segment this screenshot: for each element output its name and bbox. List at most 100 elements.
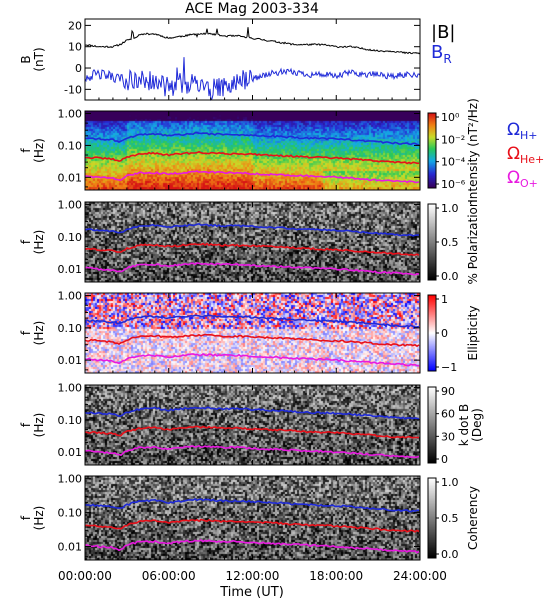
y-tick-label: 0.01 xyxy=(58,541,83,554)
gyrofrequency-line-Hplus xyxy=(84,406,420,420)
y-tick-label: -10 xyxy=(64,83,82,96)
y-axis-label-top: f xyxy=(19,515,33,520)
y-tick-label: 0.10 xyxy=(58,322,83,335)
x-tick-label: 24:00:00 xyxy=(393,569,447,583)
spectrogram-image xyxy=(85,202,420,282)
y-tick-label: 0.01 xyxy=(58,263,83,276)
gyrofrequency-legend-Hplus: ΩH+ xyxy=(507,120,538,142)
gyrofrequency-line-Hplus xyxy=(84,498,419,513)
x-tick-label: 18:00:00 xyxy=(309,569,363,583)
legend-subscript: O+ xyxy=(520,177,538,190)
colorbar-tick-label: 0.5 xyxy=(441,512,459,525)
gyrofrequency-line-Oplus xyxy=(84,538,420,554)
colorbar-tick-label: 60 xyxy=(441,408,455,421)
colorbar-tick-label: 0 xyxy=(441,327,448,340)
colorbar-label: Ellipticity xyxy=(466,306,480,361)
colorbar-label: Coherency xyxy=(466,486,480,550)
colorbar-tick-label: 0 xyxy=(441,453,448,466)
y-tick-label: 1.00 xyxy=(58,199,83,212)
y-tick-label: 0.10 xyxy=(58,507,83,520)
legend-symbol: Ω xyxy=(507,144,520,164)
spectrogram-image xyxy=(85,385,420,465)
legend-B-R: BR xyxy=(431,42,452,66)
colorbar-tick-label: 10⁻⁶ xyxy=(441,178,466,191)
y-tick-label: 0.01 xyxy=(58,446,83,459)
colorbar-tick-label: 1.0 xyxy=(441,476,459,489)
y-tick-label: 1.00 xyxy=(58,473,83,486)
y-axis-label-top: f xyxy=(19,239,33,244)
x-tick-label: 12:00:00 xyxy=(226,569,280,583)
colorbar-frame xyxy=(427,112,437,189)
gyrofrequency-line-Heplus xyxy=(84,518,420,533)
legend-B-magnitude: |B| xyxy=(431,22,455,43)
colorbar xyxy=(428,295,436,371)
chart-title: ACE Mag 2003-334 xyxy=(185,1,319,17)
y-axis-label-bottom: (Hz) xyxy=(32,413,46,438)
colorbar-label: k dot B xyxy=(457,404,471,446)
y-axis-label-bottom: (Hz) xyxy=(32,321,46,346)
y-tick-label: 1.00 xyxy=(58,290,83,303)
panel-kdotb: 1.00 0.10 0.01 f (Hz) 90 60 30 0 k dot B (Deg) xyxy=(19,382,484,466)
y-tick-label: 0.01 xyxy=(58,171,83,184)
x-axis-label: Time (UT) xyxy=(219,585,284,600)
colorbar-tick-label: −1 xyxy=(441,361,457,374)
legend-subscript: He+ xyxy=(520,153,544,166)
y-tick-label: 0.01 xyxy=(58,354,83,367)
gyrofrequency-line-Heplus xyxy=(84,425,419,439)
y-axis-label-bottom: (Hz) xyxy=(32,230,46,255)
y-axis-label-bottom: (Hz) xyxy=(32,506,46,531)
x-tick-label: 00:00:00 xyxy=(58,569,112,583)
y-tick-label: 1.00 xyxy=(58,108,83,121)
y-axis-label-top: B xyxy=(19,55,33,63)
y-tick-label: 0.10 xyxy=(58,231,83,244)
colorbar-label: (Deg) xyxy=(470,408,484,442)
legend-symbol: Ω xyxy=(507,120,520,140)
panel-ellipticity: 1.00 0.10 0.01 f (Hz) 1 0 −1 Ellipticity xyxy=(19,290,480,374)
colorbar-tick-label: 0.0 xyxy=(441,270,459,283)
y-axis-label-bottom: (nT) xyxy=(32,47,46,71)
colorbar-label: Intensity (nT²/Hz) xyxy=(466,98,480,203)
colorbar xyxy=(428,478,436,558)
spectrogram-image xyxy=(85,111,420,190)
gyrofrequency-legend-Oplus: ΩO+ xyxy=(507,168,538,190)
gyrofrequency-line-Heplus xyxy=(84,150,420,165)
colorbar-tick-label: 10⁰ xyxy=(441,111,460,124)
gyrofrequency-line-Hplus xyxy=(84,131,420,146)
legend-subscript: H+ xyxy=(520,129,538,142)
colorbar-tick-label: 1.0 xyxy=(441,202,459,215)
colorbar-tick-label: 1 xyxy=(441,293,448,306)
panel-intensity: 1.00 0.10 0.01 f (Hz) 10⁰ 10⁻² 10⁻⁴ 10⁻⁶ Intensit… xyxy=(19,98,544,203)
y-axis-label-top: f xyxy=(19,422,33,427)
y-tick-label: 0.10 xyxy=(58,139,83,152)
gyrofrequency-line-Hplus xyxy=(84,314,420,328)
series-line-B-magnitude xyxy=(84,27,421,55)
spectrogram-image xyxy=(85,293,420,373)
plot-frame xyxy=(84,18,421,101)
gyrofrequency-legend-Heplus: ΩHe+ xyxy=(507,144,544,166)
y-tick-label: 10 xyxy=(68,41,82,54)
gyrofrequency-line-Oplus xyxy=(84,352,419,367)
colorbar-tick-label: 0.0 xyxy=(441,548,459,561)
panel-polarization: 1.00 0.10 0.01 f (Hz) 1.0 0.5 0.0 % Polarization xyxy=(19,199,480,285)
x-axis: 00:00:00 06:00:00 12:00:00 18:00:00 24:00:00 xyxy=(58,569,447,583)
y-axis-label-top: f xyxy=(19,148,33,153)
gyrofrequency-line-Oplus xyxy=(84,262,420,276)
gyrofrequency-line-Oplus xyxy=(85,444,420,459)
colorbar-tick-label: 30 xyxy=(441,430,455,443)
colorbar xyxy=(428,387,436,463)
colorbar xyxy=(428,204,436,280)
legend-subscript: R xyxy=(443,52,451,66)
y-axis-label-top: f xyxy=(19,330,33,335)
series-line-B-R xyxy=(84,57,421,101)
spectrogram-image xyxy=(85,476,420,560)
y-tick-label: 0.10 xyxy=(58,414,83,427)
colorbar-label: % Polarization xyxy=(466,200,480,285)
y-tick-label: 1.00 xyxy=(58,382,83,395)
colorbar-tick-label: 0.5 xyxy=(441,236,459,249)
y-tick-label: 20 xyxy=(68,19,82,32)
gyrofrequency-line-Heplus xyxy=(84,333,420,348)
colorbar-tick-label: 10⁻² xyxy=(441,133,465,146)
